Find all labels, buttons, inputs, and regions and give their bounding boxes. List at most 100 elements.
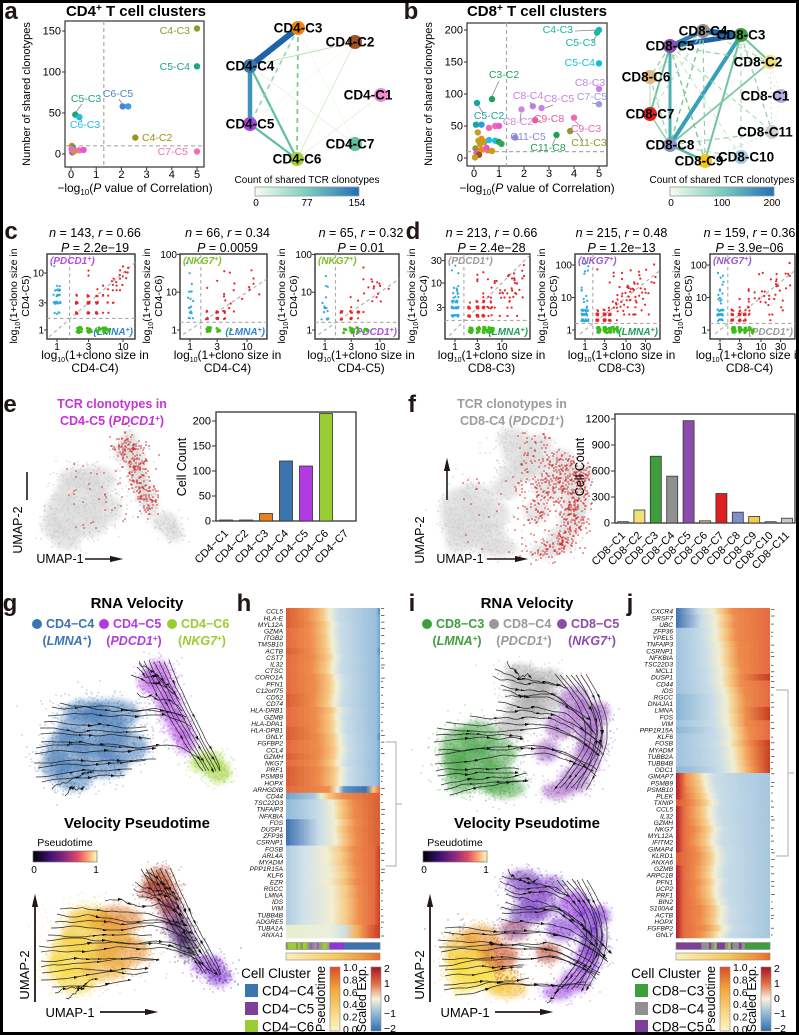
svg-text:CD4−C4: CD4−C4	[262, 984, 315, 999]
svg-text:3: 3	[214, 342, 220, 353]
svg-text:CSRNP1: CSRNP1	[646, 648, 673, 655]
svg-text:CTSC: CTSC	[265, 668, 283, 675]
svg-text:C5-C3: C5-C3	[566, 37, 597, 49]
svg-text:UMAP-1: UMAP-1	[45, 1005, 94, 1020]
svg-text:UMAP-1: UMAP-1	[436, 552, 483, 566]
svg-text:0: 0	[774, 993, 780, 1005]
svg-text:FGFBP2: FGFBP2	[257, 741, 283, 748]
svg-text:3: 3	[144, 169, 150, 181]
svg-text:Pseudotime: Pseudotime	[704, 966, 718, 1032]
svg-text:KLF6: KLF6	[267, 873, 283, 880]
svg-text:1: 1	[483, 865, 489, 876]
svg-text:log10(1+clono size in: log10(1+clono size in	[671, 248, 685, 343]
svg-text:100: 100	[43, 67, 61, 79]
svg-text:IL32: IL32	[270, 662, 283, 669]
svg-text:Scaled Exp.: Scaled Exp.	[355, 966, 369, 1033]
svg-text:CD8+ T cell clusters: CD8+ T cell clusters	[467, 3, 607, 20]
svg-text:CD4-C6: CD4-C6	[273, 152, 322, 167]
svg-text:1: 1	[38, 326, 44, 337]
svg-text:n = 159, r = 0.36: n = 159, r = 0.36	[704, 226, 796, 240]
svg-text:CXCR4: CXCR4	[651, 609, 674, 616]
svg-text:CD8-C4: CD8-C4	[679, 24, 728, 39]
svg-text:(LMNA+): (LMNA+)	[432, 634, 481, 648]
svg-text:3: 3	[436, 303, 442, 314]
svg-text:PLEK: PLEK	[656, 794, 673, 801]
svg-text:CD8−C3: CD8−C3	[436, 617, 484, 631]
svg-text:log10(1+clono size in: log10(1+clono size in	[307, 348, 415, 364]
svg-text:PSMB10: PSMB10	[647, 787, 673, 794]
svg-text:log10(1+clono size in: log10(1+clono size in	[568, 348, 676, 364]
svg-text:IDS: IDS	[662, 688, 674, 695]
svg-text:ITGB2: ITGB2	[264, 635, 283, 642]
svg-text:P = 2.4e−28: P = 2.4e−28	[457, 241, 525, 255]
svg-text:i: i	[409, 590, 416, 617]
svg-text:MYADM: MYADM	[259, 860, 284, 867]
svg-text:10: 10	[496, 342, 508, 353]
svg-text:0: 0	[457, 153, 463, 165]
svg-text:Count of shared TCR clonotypes: Count of shared TCR clonotypes	[650, 175, 795, 186]
svg-text:1: 1	[306, 326, 312, 337]
svg-text:(PDCD1+): (PDCD1+)	[106, 634, 161, 648]
svg-text:CD4-C3: CD4-C3	[274, 21, 323, 36]
svg-text:200: 200	[764, 198, 781, 209]
svg-text:C8-C2: C8-C2	[503, 116, 534, 128]
svg-text:(NKG7+): (NKG7+)	[578, 256, 617, 267]
svg-text:CD4-C6): CD4-C6)	[288, 275, 300, 316]
svg-text:GNLY: GNLY	[656, 932, 674, 939]
svg-text:10: 10	[241, 342, 253, 353]
svg-text:b: b	[404, 0, 419, 25]
svg-text:4: 4	[169, 169, 175, 181]
svg-text:600: 600	[592, 466, 610, 478]
svg-text:3: 3	[475, 342, 481, 353]
svg-text:−1: −1	[384, 1008, 396, 1020]
svg-text:(NKG7+): (NKG7+)	[183, 256, 222, 267]
svg-text:CD8-C3): CD8-C3)	[468, 361, 515, 375]
svg-text:C9-C3: C9-C3	[571, 123, 602, 135]
svg-text:ARPC1B: ARPC1B	[646, 873, 674, 880]
svg-text:UMAP-2: UMAP-2	[11, 506, 25, 553]
svg-text:P = 2.2e−19: P = 2.2e−19	[61, 241, 129, 255]
svg-text:CD4-C5 (PDCD1+): CD4-C5 (PDCD1+)	[60, 414, 164, 428]
svg-text:MYL12A: MYL12A	[648, 833, 674, 840]
svg-text:CD52: CD52	[266, 695, 283, 702]
svg-text:−log10(P value of Correlation): −log10(P value of Correlation)	[459, 181, 614, 197]
svg-text:GZMH: GZMH	[264, 754, 284, 761]
svg-text:KLRD1: KLRD1	[652, 853, 674, 860]
svg-text:RGCC: RGCC	[264, 886, 284, 893]
svg-text:ODC1: ODC1	[655, 767, 674, 774]
svg-text:GIMAP4: GIMAP4	[648, 846, 673, 853]
svg-text:0.8: 0.8	[343, 974, 358, 986]
svg-text:f: f	[408, 391, 417, 418]
svg-text:PSMB9: PSMB9	[261, 774, 284, 781]
svg-text:(NKG7+): (NKG7+)	[318, 256, 357, 267]
svg-text:30: 30	[640, 342, 652, 353]
svg-text:PRF1: PRF1	[656, 893, 673, 900]
svg-text:HOPX: HOPX	[654, 919, 673, 926]
svg-text:log10(1+clono size in: log10(1+clono size in	[406, 248, 420, 343]
svg-text:0.0: 0.0	[733, 1024, 748, 1035]
svg-text:100: 100	[193, 466, 211, 478]
svg-text:IL32: IL32	[660, 813, 673, 820]
svg-text:CD8−C4: CD8−C4	[652, 1002, 705, 1017]
svg-text:2: 2	[384, 963, 390, 975]
svg-text:1: 1	[54, 342, 60, 353]
svg-text:1: 1	[93, 169, 99, 181]
svg-text:CD4−C4: CD4−C4	[46, 617, 94, 631]
svg-text:CD8-C8: CD8-C8	[646, 138, 695, 153]
svg-text:1.0: 1.0	[343, 962, 358, 974]
svg-text:TSC22D3: TSC22D3	[644, 662, 673, 669]
svg-text:Cell Cluster: Cell Cluster	[241, 966, 311, 981]
svg-text:(LMNA+): (LMNA+)	[618, 327, 658, 338]
svg-text:0: 0	[604, 518, 610, 530]
svg-text:1: 1	[566, 326, 572, 337]
svg-text:CD4-C2: CD4-C2	[326, 35, 375, 50]
svg-text:GZMA: GZMA	[264, 629, 284, 636]
svg-text:TCR clonotypes in: TCR clonotypes in	[57, 397, 167, 411]
svg-text:C5-C3: C5-C3	[71, 93, 102, 105]
svg-text:PFN1: PFN1	[656, 879, 673, 886]
svg-text:200: 200	[193, 416, 211, 428]
svg-text:1: 1	[384, 978, 390, 990]
svg-text:UMAP-2: UMAP-2	[412, 950, 427, 999]
svg-text:(PDCD1+): (PDCD1+)	[448, 256, 493, 267]
svg-text:CD44: CD44	[656, 681, 673, 688]
